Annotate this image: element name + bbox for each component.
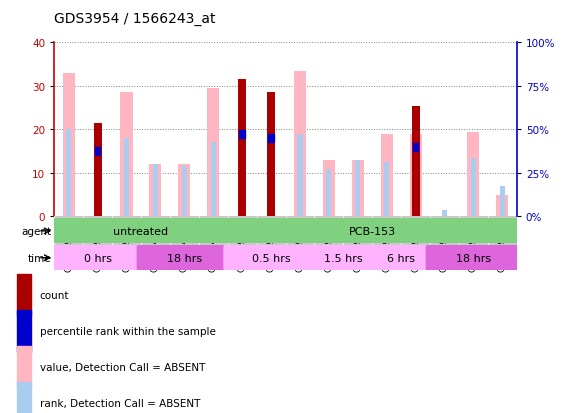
Bar <box>17 382 31 413</box>
Text: GDS3954 / 1566243_at: GDS3954 / 1566243_at <box>54 12 216 26</box>
Bar <box>66 130 71 217</box>
Bar <box>94 123 102 217</box>
Bar <box>17 275 31 316</box>
Text: rank, Detection Call = ABSENT: rank, Detection Call = ABSENT <box>39 398 200 408</box>
Bar <box>326 169 331 217</box>
Text: PCB-153: PCB-153 <box>349 226 396 236</box>
Bar <box>239 131 245 138</box>
Bar <box>238 80 246 217</box>
Bar <box>63 74 75 217</box>
Bar <box>355 160 360 217</box>
Text: 6 hrs: 6 hrs <box>387 253 415 263</box>
Bar <box>297 134 303 217</box>
Text: GSM149390: GSM149390 <box>411 221 420 271</box>
FancyBboxPatch shape <box>223 217 521 245</box>
Bar <box>343 217 372 256</box>
Text: GSM149386: GSM149386 <box>295 221 304 271</box>
Bar <box>467 132 480 217</box>
FancyBboxPatch shape <box>368 244 435 272</box>
Text: GSM149385: GSM149385 <box>267 221 276 271</box>
Bar <box>153 165 158 217</box>
Bar <box>170 217 199 256</box>
Bar <box>178 165 190 217</box>
FancyBboxPatch shape <box>310 244 376 272</box>
Bar <box>124 139 129 217</box>
Text: GSM149389: GSM149389 <box>382 221 391 271</box>
Text: GSM149382: GSM149382 <box>93 221 102 271</box>
FancyBboxPatch shape <box>426 244 521 272</box>
Bar <box>500 187 505 217</box>
Bar <box>488 217 517 256</box>
Bar <box>182 167 187 217</box>
Bar <box>54 217 83 256</box>
Text: 18 hrs: 18 hrs <box>167 253 202 263</box>
FancyBboxPatch shape <box>223 244 319 272</box>
Bar <box>372 217 401 256</box>
Bar <box>141 217 170 256</box>
Text: value, Detection Call = ABSENT: value, Detection Call = ABSENT <box>39 362 205 373</box>
FancyBboxPatch shape <box>50 244 145 272</box>
Bar <box>352 160 364 217</box>
Text: GSM154183: GSM154183 <box>180 221 189 271</box>
Text: GSM149393: GSM149393 <box>498 221 507 271</box>
Text: 0.5 hrs: 0.5 hrs <box>252 253 291 263</box>
Bar <box>294 71 306 217</box>
Bar <box>409 134 421 217</box>
Bar <box>17 311 31 352</box>
Text: GSM149391: GSM149391 <box>440 221 449 271</box>
Bar <box>83 217 112 256</box>
Bar <box>323 160 335 217</box>
Text: GSM149387: GSM149387 <box>324 221 333 271</box>
Text: GSM154182: GSM154182 <box>151 221 160 271</box>
Bar <box>150 165 162 217</box>
Bar <box>412 106 420 217</box>
Bar <box>459 217 488 256</box>
Text: count: count <box>39 290 69 300</box>
Text: 18 hrs: 18 hrs <box>456 253 491 263</box>
Text: GSM149388: GSM149388 <box>353 221 362 271</box>
Text: agent: agent <box>21 226 51 236</box>
Bar <box>442 210 447 217</box>
Bar <box>211 143 216 217</box>
Bar <box>430 217 459 256</box>
Bar <box>199 217 228 256</box>
Bar <box>120 93 132 217</box>
Text: 0 hrs: 0 hrs <box>83 253 111 263</box>
Text: percentile rank within the sample: percentile rank within the sample <box>39 326 215 336</box>
Text: untreated: untreated <box>114 226 168 236</box>
FancyBboxPatch shape <box>50 217 232 245</box>
Bar <box>256 217 286 256</box>
Bar <box>315 217 343 256</box>
Bar <box>267 93 275 217</box>
Text: GSM149392: GSM149392 <box>469 221 478 271</box>
Bar <box>17 347 31 388</box>
Text: GSM149381: GSM149381 <box>64 221 73 271</box>
Text: GSM154184: GSM154184 <box>209 221 218 271</box>
Bar <box>112 217 141 256</box>
Bar <box>381 134 393 217</box>
Text: GSM149383: GSM149383 <box>122 221 131 271</box>
Bar <box>268 135 274 142</box>
Bar <box>384 163 389 217</box>
Bar <box>228 217 256 256</box>
FancyBboxPatch shape <box>136 244 232 272</box>
Bar <box>286 217 315 256</box>
Bar <box>207 89 219 217</box>
Bar <box>471 158 476 217</box>
Text: GSM149384: GSM149384 <box>238 221 247 271</box>
Text: 1.5 hrs: 1.5 hrs <box>324 253 363 263</box>
Bar <box>496 195 508 217</box>
Bar <box>401 217 430 256</box>
Text: time: time <box>28 253 51 263</box>
Bar <box>95 148 100 156</box>
Bar <box>413 144 419 151</box>
